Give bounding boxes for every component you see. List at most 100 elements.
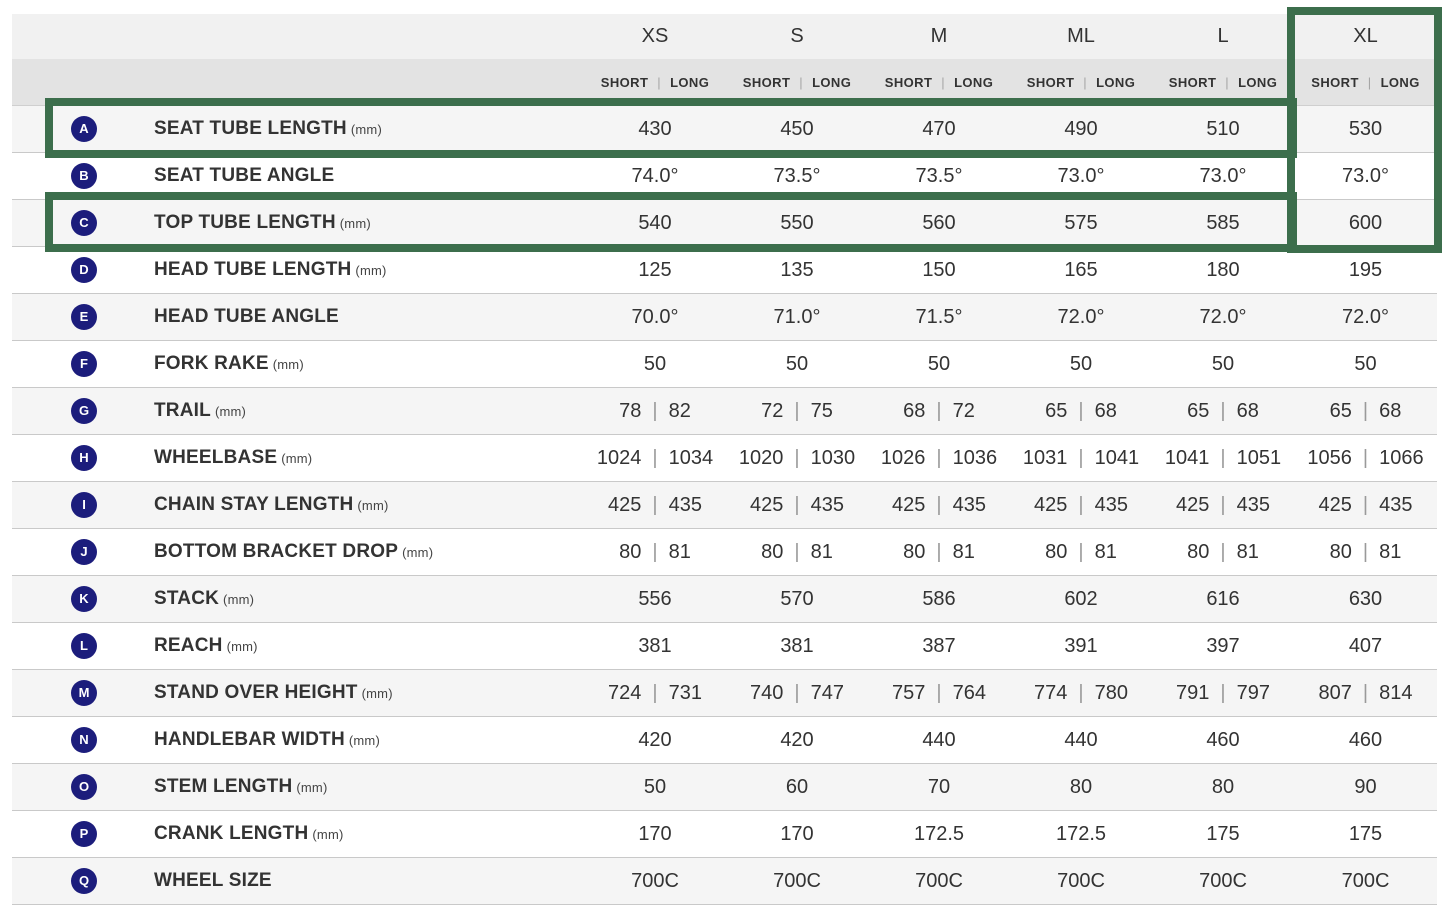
value-cell-s: 450: [726, 105, 868, 153]
value-cell-m: 73.5°: [868, 152, 1010, 200]
value: 72.0°: [1057, 305, 1105, 328]
short-value: 1020: [738, 446, 784, 469]
value: 150: [922, 258, 956, 281]
long-value: 1036: [952, 446, 998, 469]
value-cell-s: 71.0°: [726, 293, 868, 341]
measurement-label: SEAT TUBE LENGTH: [154, 118, 347, 139]
measurement-label: BOTTOM BRACKET DROP: [154, 541, 399, 562]
value: 700C: [1199, 869, 1247, 892]
row-letter-cell: L: [12, 622, 154, 670]
value: 71.5°: [915, 305, 963, 328]
table-row: D HEAD TUBE LENGTH (mm) 125 135 150 165 180 195: [12, 246, 1437, 294]
short-long-header-s: SHORT | LONG: [726, 59, 868, 106]
value-cell-l: 510: [1152, 105, 1294, 153]
row-letter-cell: M: [12, 669, 154, 717]
row-letter-cell: E: [12, 293, 154, 341]
value-cell-l: 585: [1152, 199, 1294, 247]
separator: |: [1367, 74, 1372, 90]
value-cell-xs: 381: [584, 622, 726, 670]
value: 172.5: [913, 822, 965, 845]
value-cell-s: 1020 | 1030: [726, 434, 868, 482]
value: 74.0°: [631, 164, 679, 187]
short-value: 80: [1187, 540, 1210, 563]
long-value: 75: [810, 399, 833, 422]
measurement-label: HEAD TUBE LENGTH: [154, 259, 352, 280]
value-cell-m: 50: [868, 340, 1010, 388]
measurement-letter-badge: O: [71, 774, 97, 800]
value: 381: [780, 634, 814, 657]
value-cell-xl: 1056 | 1066: [1294, 434, 1437, 482]
value-cell-s: 170: [726, 810, 868, 858]
value-cell-m: 586: [868, 575, 1010, 623]
table-row: A SEAT TUBE LENGTH (mm) 430 450 470 490 510 530: [12, 105, 1437, 153]
long-value: 1030: [810, 446, 856, 469]
short-value: 80: [1045, 540, 1068, 563]
value: 440: [922, 728, 956, 751]
short-value: 425: [1034, 493, 1068, 516]
measurement-label: TRAIL: [154, 400, 211, 421]
long-value: 81: [1236, 540, 1259, 563]
separator: |: [936, 446, 942, 469]
short-value: 425: [750, 493, 784, 516]
value-cell-xl: 630: [1294, 575, 1437, 623]
value-cell-m: 80 | 81: [868, 528, 1010, 576]
separator: |: [794, 540, 800, 563]
short-long-header-ml: SHORT | LONG: [1010, 59, 1152, 106]
measurement-letter-badge: Q: [71, 868, 97, 894]
value: 700C: [773, 869, 821, 892]
measurement-label: SEAT TUBE ANGLE: [154, 165, 335, 186]
size-name-xl: XL: [1294, 14, 1437, 59]
value-cell-l: 73.0°: [1152, 152, 1294, 200]
value-cell-s: 135: [726, 246, 868, 294]
value-cell-l: 1041 | 1051: [1152, 434, 1294, 482]
measurement-name-cell: SEAT TUBE ANGLE: [154, 152, 584, 200]
long-value: 731: [668, 681, 702, 704]
value-cell-ml: 774 | 780: [1010, 669, 1152, 717]
short-value: 1031: [1022, 446, 1068, 469]
separator: |: [1078, 493, 1084, 516]
measurement-unit: (mm): [361, 686, 393, 701]
separator: |: [652, 493, 658, 516]
value: 387: [922, 634, 956, 657]
value-cell-xs: 724 | 731: [584, 669, 726, 717]
short-value: 757: [892, 681, 926, 704]
value: 50: [643, 775, 667, 798]
measurement-name-cell: TOP TUBE LENGTH (mm): [154, 199, 584, 247]
short-label: SHORT: [884, 74, 933, 90]
measurement-letter-badge: I: [71, 492, 97, 518]
value: 586: [922, 587, 956, 610]
measurement-label: HEAD TUBE ANGLE: [154, 306, 339, 327]
value: 73.0°: [1342, 164, 1389, 187]
measurement-unit: (mm): [355, 263, 387, 278]
value-cell-s: 740 | 747: [726, 669, 868, 717]
value-cell-s: 50: [726, 340, 868, 388]
value-cell-s: 72 | 75: [726, 387, 868, 435]
measurement-unit: (mm): [350, 122, 382, 137]
measurement-letter-badge: F: [71, 351, 97, 377]
long-value: 747: [810, 681, 844, 704]
long-label: LONG: [954, 74, 994, 90]
measurement-name-cell: STACK (mm): [154, 575, 584, 623]
short-value: 425: [892, 493, 926, 516]
long-label: LONG: [812, 74, 852, 90]
separator: |: [936, 681, 942, 704]
short-value: 1041: [1164, 446, 1210, 469]
short-value: 72: [761, 399, 784, 422]
separator: |: [941, 74, 946, 90]
value: 407: [1348, 634, 1383, 657]
value: 72.0°: [1342, 305, 1389, 328]
measurement-label: WHEELBASE: [154, 447, 278, 468]
separator: |: [652, 540, 658, 563]
measurement-label: STEM LENGTH: [154, 776, 293, 797]
value-cell-ml: 65 | 68: [1010, 387, 1152, 435]
value: 73.5°: [773, 164, 821, 187]
value-cell-s: 700C: [726, 857, 868, 905]
value: 80: [1069, 775, 1093, 798]
measurement-letter-badge: K: [71, 586, 97, 612]
table-row: Q WHEEL SIZE 700C 700C 700C 700C 700C 700C: [12, 857, 1437, 905]
size-name-l: L: [1152, 14, 1294, 59]
row-letter-cell: Q: [12, 857, 154, 905]
value-cell-s: 425 | 435: [726, 481, 868, 529]
value-cell-m: 71.5°: [868, 293, 1010, 341]
separator: |: [799, 74, 804, 90]
